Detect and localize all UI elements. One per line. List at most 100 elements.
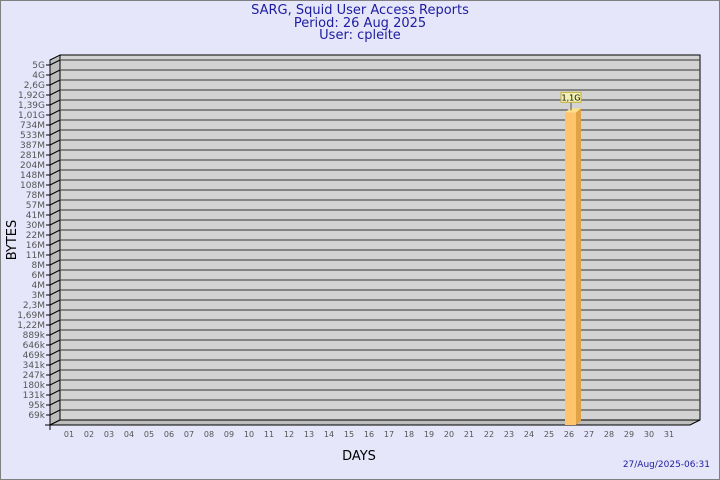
x-tick-label: 20 xyxy=(444,430,454,439)
y-tick-label: 78M xyxy=(26,191,45,201)
y-tick-label: 247k xyxy=(23,371,46,381)
x-tick-label: 21 xyxy=(464,430,474,439)
y-tick-label: 180k xyxy=(23,381,46,391)
grid-line-diagonal xyxy=(49,129,61,136)
x-tick-label: 03 xyxy=(104,430,114,439)
x-tick-label: 14 xyxy=(324,430,334,439)
x-tick-label: 29 xyxy=(624,430,634,439)
grid-line-diagonal xyxy=(49,219,61,226)
x-tick-label: 09 xyxy=(224,430,234,439)
grid-line-diagonal xyxy=(49,409,61,416)
grid-line-diagonal xyxy=(49,359,61,366)
x-tick-label: 12 xyxy=(284,430,294,439)
grid-line-diagonal xyxy=(49,79,61,86)
grid-line-diagonal xyxy=(49,119,61,126)
grid-line-diagonal xyxy=(49,349,61,356)
y-tick-label: 8M xyxy=(32,261,46,271)
y-tick-label: 533M xyxy=(20,131,45,141)
grid-line-diagonal xyxy=(49,139,61,146)
grid-line-diagonal xyxy=(49,259,61,266)
x-tick-label: 27 xyxy=(584,430,594,439)
grid-line-diagonal xyxy=(49,199,61,206)
grid-line-diagonal xyxy=(49,269,61,276)
y-axis-label: BYTES xyxy=(5,220,20,261)
y-tick-label: 646k xyxy=(23,341,46,351)
y-tick-label: 1,69M xyxy=(17,311,45,321)
x-tick-label: 05 xyxy=(144,430,154,439)
x-tick-label: 11 xyxy=(264,430,274,439)
grid-line-diagonal xyxy=(49,209,61,216)
y-tick-label: 95k xyxy=(28,401,45,411)
x-tick-label: 04 xyxy=(124,430,134,439)
x-tick-label: 17 xyxy=(384,430,394,439)
grid-line-diagonal xyxy=(49,239,61,246)
x-tick-label: 19 xyxy=(424,430,434,439)
x-tick-label: 30 xyxy=(644,430,654,439)
x-tick-label: 16 xyxy=(364,430,374,439)
x-tick-label: 08 xyxy=(204,430,214,439)
grid-line-diagonal xyxy=(49,339,61,346)
data-label-box xyxy=(560,91,582,103)
y-tick-label: 734M xyxy=(20,121,45,131)
y-tick-label: 4M xyxy=(32,281,46,291)
x-tick-label: 31 xyxy=(664,430,674,439)
grid-line-diagonal xyxy=(49,169,61,176)
grid-line-diagonal xyxy=(49,379,61,386)
generated-timestamp: 27/Aug/2025-06:31 xyxy=(622,460,710,470)
x-tick-label: 13 xyxy=(304,430,314,439)
grid-line-diagonal xyxy=(49,389,61,396)
grid-line-diagonal xyxy=(49,279,61,286)
y-tick-label: 16M xyxy=(26,241,45,251)
chart-period: Period: 26 Aug 2025 xyxy=(293,16,427,31)
y-tick-label: 108M xyxy=(20,181,45,191)
y-tick-label: 4G xyxy=(32,71,45,81)
y-tick-label: 2,6G xyxy=(24,81,45,91)
y-tick-label: 131k xyxy=(23,391,46,401)
bar-top xyxy=(565,108,581,113)
x-tick-label: 15 xyxy=(344,430,354,439)
y-tick-label: 148M xyxy=(20,171,45,181)
y-tick-label: 1,01G xyxy=(18,111,45,121)
y-tick-label: 69k xyxy=(28,411,45,421)
bar-side xyxy=(576,108,581,425)
y-tick-label: 281M xyxy=(20,151,45,161)
grid-line-diagonal xyxy=(49,159,61,166)
grid-line-diagonal xyxy=(49,289,61,296)
y-tick-label: 2,3M xyxy=(23,301,45,311)
x-tick-label: 24 xyxy=(524,430,534,439)
y-tick-label: 30M xyxy=(26,221,45,231)
bar-front xyxy=(565,112,576,425)
y-tick-label: 1,22M xyxy=(17,321,45,331)
y-tick-label: 5G xyxy=(32,61,45,71)
grid-line-diagonal xyxy=(49,59,61,66)
grid-line-diagonal xyxy=(49,229,61,236)
y-tick-label: 1,92G xyxy=(18,91,45,101)
grid-line-diagonal xyxy=(49,299,61,306)
y-tick-label: 22M xyxy=(26,231,45,241)
y-tick-label: 57M xyxy=(26,201,45,211)
grid-line-diagonal xyxy=(49,109,61,116)
grid-line-diagonal xyxy=(49,319,61,326)
grid-line-diagonal xyxy=(49,309,61,316)
chart-user: User: cpleite xyxy=(319,28,401,43)
y-tick-label: 41M xyxy=(26,211,45,221)
grid-line-diagonal xyxy=(49,69,61,76)
x-tick-label: 01 xyxy=(64,430,74,439)
y-tick-label: 469k xyxy=(23,351,46,361)
grid-line-diagonal xyxy=(49,329,61,336)
grid-line-diagonal xyxy=(49,249,61,256)
grid-line-diagonal xyxy=(49,99,61,106)
grid-line-diagonal xyxy=(49,89,61,96)
y-tick-label: 204M xyxy=(20,161,45,171)
x-tick-label: 25 xyxy=(544,430,554,439)
grid-line-diagonal xyxy=(49,369,61,376)
x-tick-label: 26 xyxy=(564,430,574,439)
y-tick-label: 1,39G xyxy=(18,101,45,111)
data-label: 1,1G xyxy=(562,93,581,102)
y-tick-label: 341k xyxy=(23,361,46,371)
x-tick-label: 28 xyxy=(604,430,614,439)
grid-line-diagonal xyxy=(49,149,61,156)
x-tick-label: 06 xyxy=(164,430,174,439)
x-axis-label: DAYS xyxy=(342,449,376,464)
